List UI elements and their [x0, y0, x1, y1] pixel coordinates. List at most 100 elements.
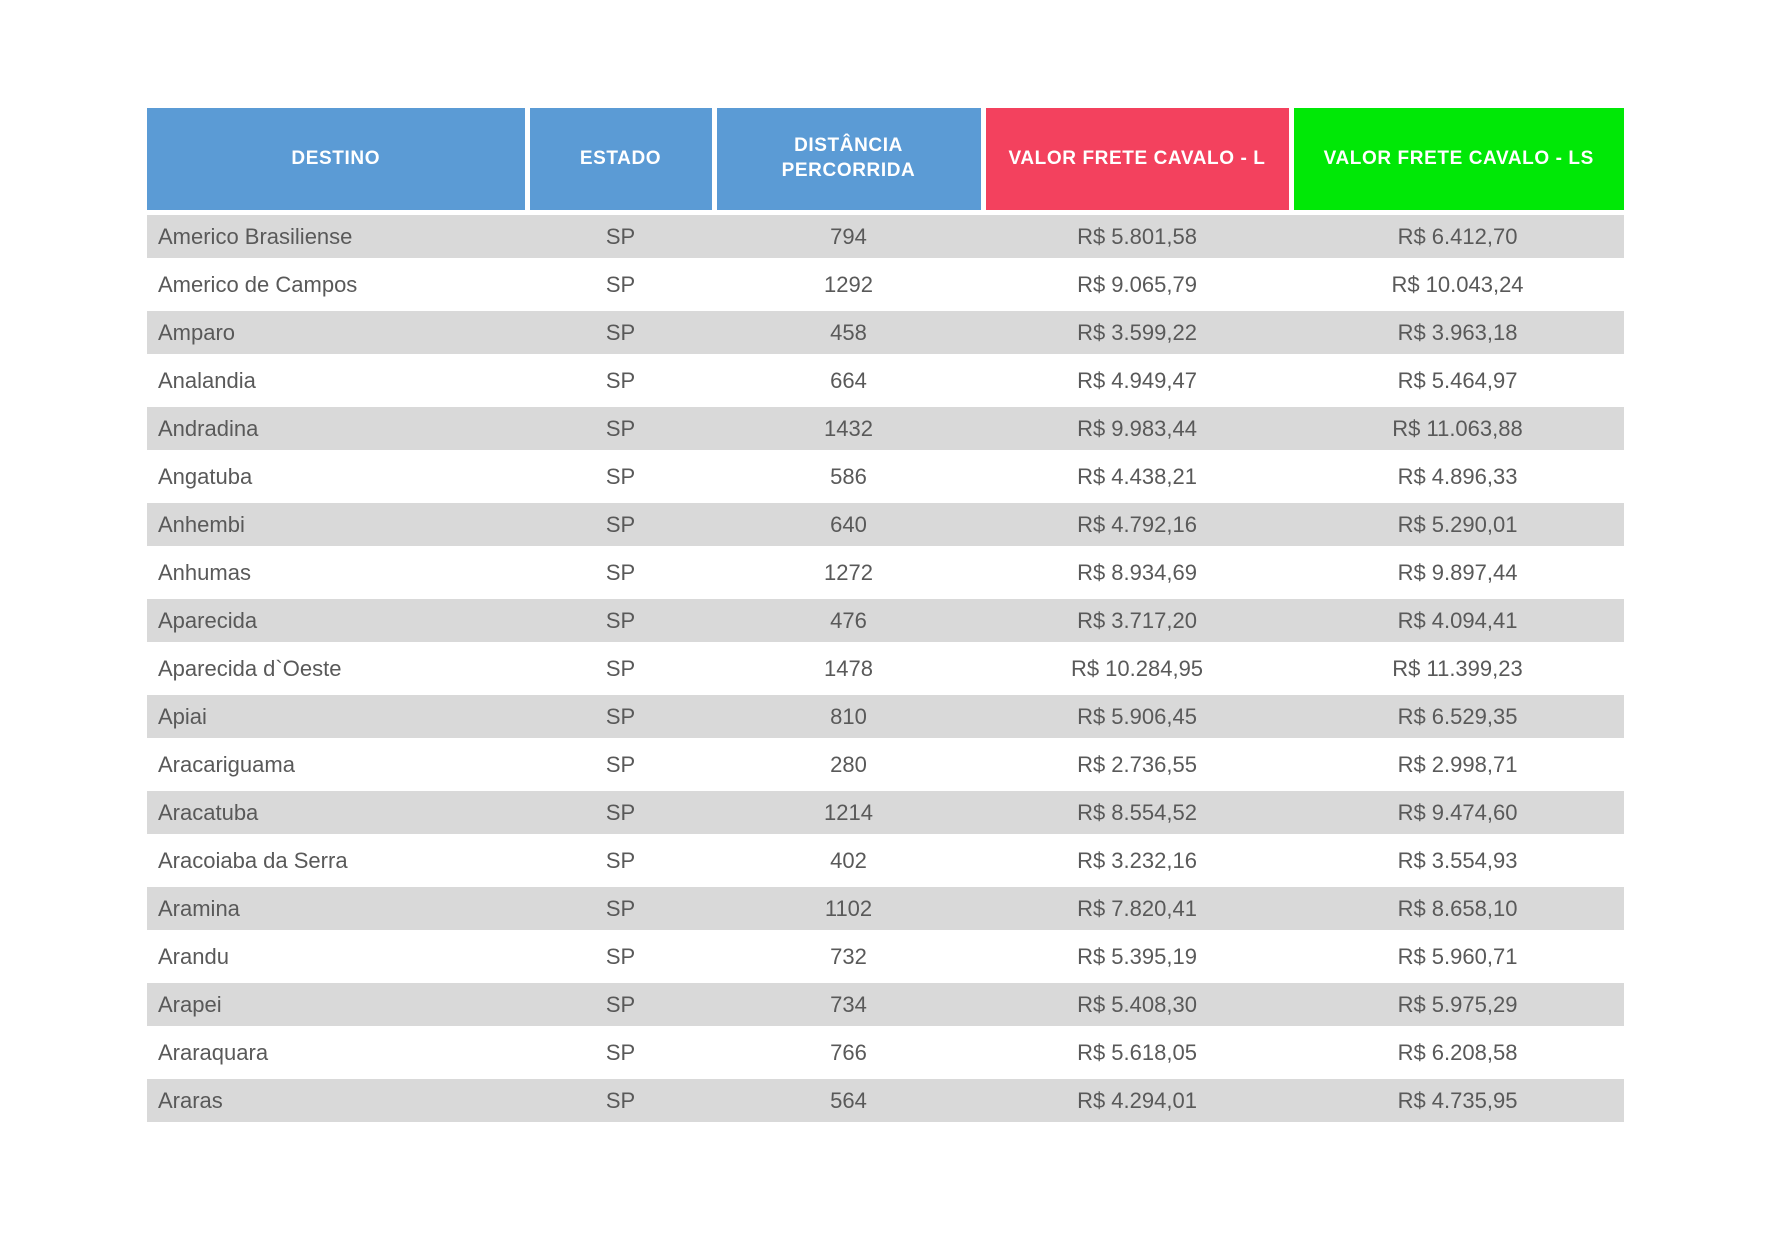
table-row: Analandia SP 664 R$ 4.949,47 R$ 5.464,97: [147, 356, 1624, 407]
cell-valor-frete-cavalo-ls: R$ 6.412,70: [1291, 212, 1624, 263]
cell-valor-frete-cavalo-ls: R$ 6.208,58: [1291, 1028, 1624, 1079]
table-row: Americo Brasiliense SP 794 R$ 5.801,58 R$ 6.…: [147, 212, 1624, 263]
cell-estado: SP: [527, 1028, 714, 1079]
cell-valor-frete-cavalo-l: R$ 7.820,41: [983, 884, 1291, 935]
table-row: Angatuba SP 586 R$ 4.438,21 R$ 4.896,33: [147, 452, 1624, 503]
cell-estado: SP: [527, 740, 714, 791]
table-row: Anhembi SP 640 R$ 4.792,16 R$ 5.290,01: [147, 500, 1624, 551]
cell-distancia-percorrida: 1292: [714, 260, 983, 311]
cell-valor-frete-cavalo-ls: R$ 11.399,23: [1291, 644, 1624, 695]
table-row: Arapei SP 734 R$ 5.408,30 R$ 5.975,29: [147, 980, 1624, 1031]
table-row: Arandu SP 732 R$ 5.395,19 R$ 5.960,71: [147, 932, 1624, 983]
cell-distancia-percorrida: 1102: [714, 884, 983, 935]
cell-valor-frete-cavalo-l: R$ 8.554,52: [983, 788, 1291, 839]
cell-valor-frete-cavalo-ls: R$ 5.464,97: [1291, 356, 1624, 407]
column-header-estado: ESTADO: [527, 108, 717, 215]
cell-destino: Apiai: [147, 692, 527, 743]
header-row: DESTINO ESTADO DISTÂNCIA PERCORRIDA VALO…: [147, 108, 1624, 215]
cell-valor-frete-cavalo-ls: R$ 10.043,24: [1291, 260, 1624, 311]
cell-destino: Angatuba: [147, 452, 527, 503]
column-header-estado-label: ESTADO: [579, 147, 662, 169]
cell-destino: Aramina: [147, 884, 527, 935]
cell-destino: Arapei: [147, 980, 527, 1031]
cell-valor-frete-cavalo-l: R$ 5.801,58: [983, 212, 1291, 263]
table-row: Amparo SP 458 R$ 3.599,22 R$ 3.963,18: [147, 308, 1624, 359]
cell-estado: SP: [527, 548, 714, 599]
cell-distancia-percorrida: 476: [714, 596, 983, 647]
cell-destino: Aracoiaba da Serra: [147, 836, 527, 887]
cell-destino: Anhembi: [147, 500, 527, 551]
table-row: Aracoiaba da Serra SP 402 R$ 3.232,16 R$ 3.5…: [147, 836, 1624, 887]
table-row: Apiai SP 810 R$ 5.906,45 R$ 6.529,35: [147, 692, 1624, 743]
cell-destino: Aracatuba: [147, 788, 527, 839]
cell-distancia-percorrida: 640: [714, 500, 983, 551]
cell-estado: SP: [527, 404, 714, 455]
table-row: Araraquara SP 766 R$ 5.618,05 R$ 6.208,58: [147, 1028, 1624, 1079]
cell-estado: SP: [527, 1076, 714, 1127]
cell-destino: Andradina: [147, 404, 527, 455]
column-header-destino-label: DESTINO: [291, 147, 381, 169]
table-header: DESTINO ESTADO DISTÂNCIA PERCORRIDA VALO…: [147, 108, 1624, 215]
cell-valor-frete-cavalo-l: R$ 8.934,69: [983, 548, 1291, 599]
column-header-valor-frete-cavalo-ls-label: VALOR FRETE CAVALO - LS: [1323, 147, 1594, 169]
table-row: Aracatuba SP 1214 R$ 8.554,52 R$ 9.474,60: [147, 788, 1624, 839]
table-row: Araras SP 564 R$ 4.294,01 R$ 4.735,95: [147, 1076, 1624, 1127]
cell-valor-frete-cavalo-l: R$ 4.792,16: [983, 500, 1291, 551]
cell-valor-frete-cavalo-l: R$ 3.717,20: [983, 596, 1291, 647]
cell-valor-frete-cavalo-l: R$ 5.618,05: [983, 1028, 1291, 1079]
cell-estado: SP: [527, 500, 714, 551]
cell-destino: Arandu: [147, 932, 527, 983]
cell-distancia-percorrida: 766: [714, 1028, 983, 1079]
cell-valor-frete-cavalo-ls: R$ 4.735,95: [1291, 1076, 1624, 1127]
cell-estado: SP: [527, 836, 714, 887]
cell-destino: Aparecida: [147, 596, 527, 647]
column-header-valor-frete-cavalo-l-label: VALOR FRETE CAVALO - L: [1008, 147, 1266, 169]
cell-distancia-percorrida: 586: [714, 452, 983, 503]
cell-valor-frete-cavalo-l: R$ 4.949,47: [983, 356, 1291, 407]
cell-distancia-percorrida: 734: [714, 980, 983, 1031]
column-header-distancia-percorrida-label: DISTÂNCIA PERCORRIDA: [781, 135, 916, 181]
cell-valor-frete-cavalo-l: R$ 5.408,30: [983, 980, 1291, 1031]
cell-distancia-percorrida: 664: [714, 356, 983, 407]
cell-estado: SP: [527, 356, 714, 407]
cell-distancia-percorrida: 1272: [714, 548, 983, 599]
table-row: Anhumas SP 1272 R$ 8.934,69 R$ 9.897,44: [147, 548, 1624, 599]
table-row: Aparecida SP 476 R$ 3.717,20 R$ 4.094,41: [147, 596, 1624, 647]
cell-destino: Aparecida d`Oeste: [147, 644, 527, 695]
cell-valor-frete-cavalo-ls: R$ 9.897,44: [1291, 548, 1624, 599]
table-row: Aparecida d`Oeste SP 1478 R$ 10.284,95 R$ 11…: [147, 644, 1624, 695]
cell-distancia-percorrida: 458: [714, 308, 983, 359]
cell-estado: SP: [527, 932, 714, 983]
cell-valor-frete-cavalo-l: R$ 10.284,95: [983, 644, 1291, 695]
cell-estado: SP: [527, 308, 714, 359]
cell-destino: Aracariguama: [147, 740, 527, 791]
column-header-valor-frete-cavalo-ls: VALOR FRETE CAVALO - LS: [1291, 108, 1624, 215]
cell-destino: Amparo: [147, 308, 527, 359]
table-row: Americo de Campos SP 1292 R$ 9.065,79 R$ 10.…: [147, 260, 1624, 311]
cell-distancia-percorrida: 1214: [714, 788, 983, 839]
cell-valor-frete-cavalo-ls: R$ 2.998,71: [1291, 740, 1624, 791]
cell-valor-frete-cavalo-l: R$ 5.906,45: [983, 692, 1291, 743]
cell-valor-frete-cavalo-ls: R$ 4.896,33: [1291, 452, 1624, 503]
cell-estado: SP: [527, 644, 714, 695]
cell-valor-frete-cavalo-ls: R$ 9.474,60: [1291, 788, 1624, 839]
column-header-valor-frete-cavalo-l: VALOR FRETE CAVALO - L: [983, 108, 1294, 215]
cell-valor-frete-cavalo-l: R$ 4.438,21: [983, 452, 1291, 503]
cell-distancia-percorrida: 732: [714, 932, 983, 983]
cell-destino: Americo Brasiliense: [147, 212, 527, 263]
cell-valor-frete-cavalo-l: R$ 5.395,19: [983, 932, 1291, 983]
table-body: Americo Brasiliense SP 794 R$ 5.801,58 R$ 6.…: [147, 212, 1624, 1127]
table-row: Andradina SP 1432 R$ 9.983,44 R$ 11.063,88: [147, 404, 1624, 455]
cell-valor-frete-cavalo-ls: R$ 5.290,01: [1291, 500, 1624, 551]
cell-destino: Araraquara: [147, 1028, 527, 1079]
table-row: Aracariguama SP 280 R$ 2.736,55 R$ 2.998,71: [147, 740, 1624, 791]
column-header-destino: DESTINO: [147, 108, 530, 215]
column-header-distancia-percorrida: DISTÂNCIA PERCORRIDA: [714, 108, 986, 215]
cell-valor-frete-cavalo-ls: R$ 5.960,71: [1291, 932, 1624, 983]
table-row: Aramina SP 1102 R$ 7.820,41 R$ 8.658,10: [147, 884, 1624, 935]
cell-estado: SP: [527, 980, 714, 1031]
cell-valor-frete-cavalo-ls: R$ 6.529,35: [1291, 692, 1624, 743]
cell-distancia-percorrida: 402: [714, 836, 983, 887]
cell-valor-frete-cavalo-ls: R$ 4.094,41: [1291, 596, 1624, 647]
cell-estado: SP: [527, 596, 714, 647]
